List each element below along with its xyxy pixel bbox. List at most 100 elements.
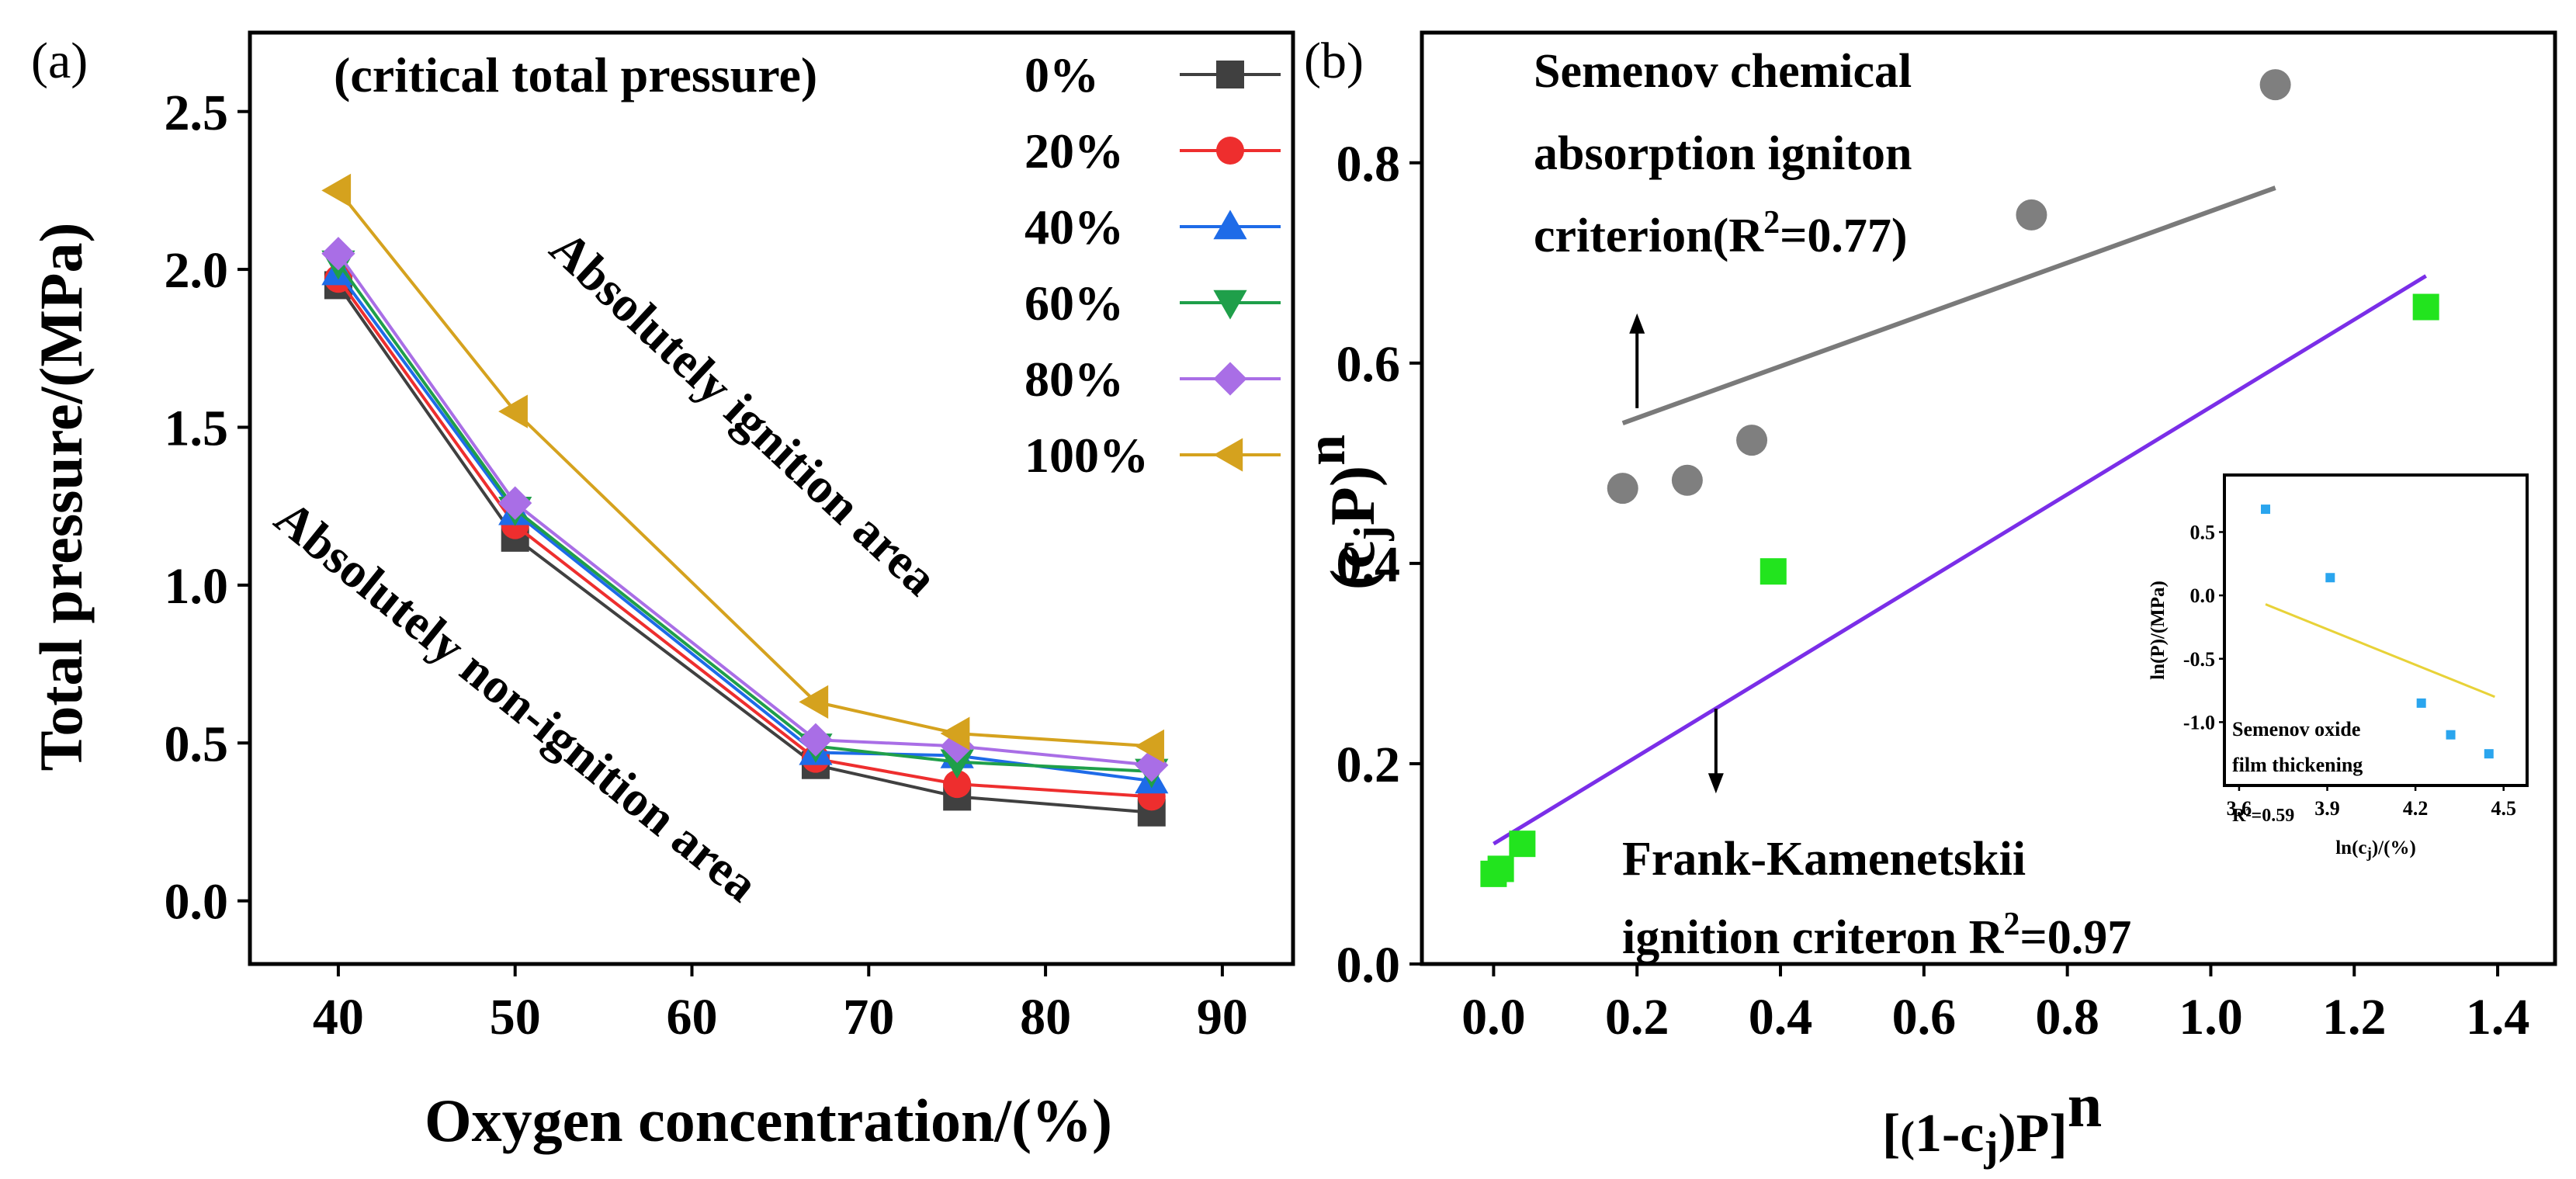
- legend-title: (critical total pressure): [334, 47, 817, 102]
- panel-a-plot-frame: [248, 30, 1295, 966]
- data-point-frank-kamenetskii: [2412, 293, 2439, 321]
- data-point-semenov: [2259, 69, 2291, 101]
- legend-marker-100%: [1213, 438, 1243, 472]
- panel-b-y-axis-title: (cjP)n: [1295, 435, 1395, 590]
- x-tick-label: 50: [490, 989, 541, 1045]
- fk-r2-post: =0.97: [2020, 911, 2131, 964]
- data-point-semenov: [1736, 425, 1768, 456]
- inset-annotation-line2: film thickening: [2232, 754, 2363, 776]
- data-point-frank-kamenetskii: [1487, 855, 1514, 883]
- panel-a-y-axis-title: Total pressure/(MPa): [27, 222, 95, 771]
- data-point-60%: [940, 749, 974, 779]
- panel-b-label: (b): [1304, 33, 1364, 89]
- fk-criterion-line2: ignition criteron R2=0.97: [1622, 907, 2131, 964]
- semenov-r2-pre: criterion(R: [1534, 210, 1764, 262]
- panel-b-ticks: 0.0 0.2 0.4 0.6 0.8 1.0 1.2 1.4 0.0 0.2 0.4 0.6 0.8: [1337, 136, 2530, 1045]
- x-tick-label: 0.8: [2035, 989, 2099, 1045]
- inset-data-point: [2446, 730, 2456, 740]
- x-tick-label: 0.0: [1461, 989, 1526, 1045]
- panel-a-series: [321, 173, 1169, 827]
- x-tick-label: 0.4: [1749, 989, 1813, 1045]
- y-tick-label: 2.5: [165, 85, 229, 141]
- data-point-semenov: [1671, 464, 1703, 496]
- y-tick-label: 0.4: [1337, 536, 1401, 593]
- data-point-100%: [799, 685, 829, 719]
- arrow-up-head: [1629, 313, 1645, 334]
- inset-data-point: [2484, 749, 2494, 759]
- inset-ticks: 3.6 3.9 4.2 4.5 -1.0 -0.5 0.0 0.5: [2183, 522, 2516, 820]
- inset-plot-frame: [2223, 473, 2529, 787]
- y-tick-label: 1.0: [165, 558, 229, 615]
- data-point-80%: [498, 486, 532, 520]
- legend-label-100%: 100%: [1025, 428, 1149, 483]
- legend-marker-40%: [1213, 210, 1247, 240]
- inset-data-point: [2261, 505, 2271, 515]
- data-point-80%: [1135, 748, 1169, 782]
- y-tick-label: 0.5: [2190, 522, 2216, 544]
- semenov-r2-post: =0.77): [1780, 210, 1907, 262]
- y-tick-label: 0.0: [1337, 937, 1401, 993]
- x-tick-label: 3.9: [2314, 797, 2340, 820]
- data-point-100%: [498, 394, 528, 428]
- x-tick-label: 4.5: [2491, 797, 2516, 820]
- x-tick-label: 70: [843, 989, 894, 1045]
- fk-r2-pre: ignition criteron R: [1622, 911, 2005, 964]
- svg-text:[(1-cj)P]n: [(1-cj)P]n: [1882, 1072, 2102, 1170]
- legend-label-40%: 40%: [1025, 199, 1124, 255]
- annotation-ignition-area: Absolutely ignition area: [539, 220, 948, 605]
- legend-label-60%: 60%: [1025, 276, 1124, 331]
- inset-x-axis-title: ln(cj)/(%): [2335, 837, 2416, 862]
- y-tick-label: 0.0: [165, 874, 229, 931]
- fk-criterion-line1: Frank-Kamenetskii: [1622, 833, 2026, 886]
- data-point-frank-kamenetskii: [1509, 831, 1536, 858]
- panel-b-x-axis-title: [(1-cj)P]n: [1882, 1072, 2102, 1170]
- legend-marker-20%: [1216, 137, 1244, 165]
- x-tick-label: 0.2: [1605, 989, 1669, 1045]
- data-point-semenov: [1607, 473, 1638, 505]
- legend-marker-80%: [1213, 362, 1247, 396]
- annotation-non-ignition-area: Absolutely non-ignition area: [265, 490, 768, 913]
- data-point-20%: [943, 770, 972, 799]
- y-tick-label: 0.5: [165, 716, 229, 772]
- inset-chart: 3.6 3.9 4.2 4.5 -1.0 -0.5 0.0 0.5 ln(cj)/(%) ln…: [2138, 472, 2530, 862]
- semenov-criterion-line2: absorption igniton: [1534, 127, 1912, 180]
- x-tick-label: 90: [1197, 989, 1248, 1045]
- panel-a-ticks: 40 50 60 70 80 90 0.0 0.5 1.0 1.5 2.0 2.5: [165, 85, 1248, 1045]
- semenov-criterion-line3: criterion(R2=0.77): [1534, 205, 1908, 262]
- legend-label-0%: 0%: [1025, 47, 1099, 102]
- inset-series: [2261, 505, 2495, 759]
- panel-b-series: [1480, 69, 2439, 887]
- data-point-frank-kamenetskii: [1760, 558, 1787, 585]
- data-point-100%: [1135, 729, 1164, 763]
- legend-marker-0%: [1216, 61, 1244, 88]
- arrow-down-head: [1708, 773, 1724, 794]
- svg-text:(cjP)n: (cjP)n: [1295, 435, 1395, 590]
- y-tick-label: -1.0: [2183, 711, 2215, 733]
- y-tick-label: 1.5: [165, 401, 229, 457]
- x-tick-label: 1.4: [2466, 989, 2530, 1045]
- x-tick-label: 0.6: [1892, 989, 1957, 1045]
- data-point-100%: [321, 173, 352, 207]
- y-tick-label: 0.0: [2190, 584, 2216, 607]
- semenov-r2-sup: 2: [1763, 205, 1780, 241]
- x-tick-label: 3.6: [2227, 797, 2252, 820]
- panel-a-label: (a): [31, 33, 88, 89]
- inset-data-point: [2416, 698, 2426, 708]
- x-tick-label: 1.2: [2322, 989, 2387, 1045]
- inset-fit-line: [2265, 603, 2495, 699]
- x-tick-label: 60: [666, 989, 717, 1045]
- y-tick-label: 0.8: [1337, 136, 1401, 192]
- y-tick-label: 0.2: [1337, 737, 1401, 793]
- fit-line-semenov: [1621, 186, 2276, 426]
- semenov-criterion-line1: Semenov chemical: [1534, 45, 1912, 98]
- inset-y-axis-title: ln(P)/(MPa): [2148, 581, 2169, 680]
- y-tick-label: -0.5: [2183, 648, 2215, 671]
- x-tick-label: 40: [313, 989, 364, 1045]
- x-tick-label: 80: [1020, 989, 1071, 1045]
- panel-b-plot-frame: [1420, 30, 2557, 966]
- inset-data-point: [2325, 573, 2335, 583]
- panel-a-x-axis-title: Oxygen concentration/(%): [425, 1087, 1112, 1154]
- panel-a: (a) 40 50 60 70 80 90 0.0 0.5 1.0 1.5 2.0 2.5 Oxyge…: [27, 30, 1295, 1154]
- x-tick-label: 4.2: [2403, 797, 2429, 820]
